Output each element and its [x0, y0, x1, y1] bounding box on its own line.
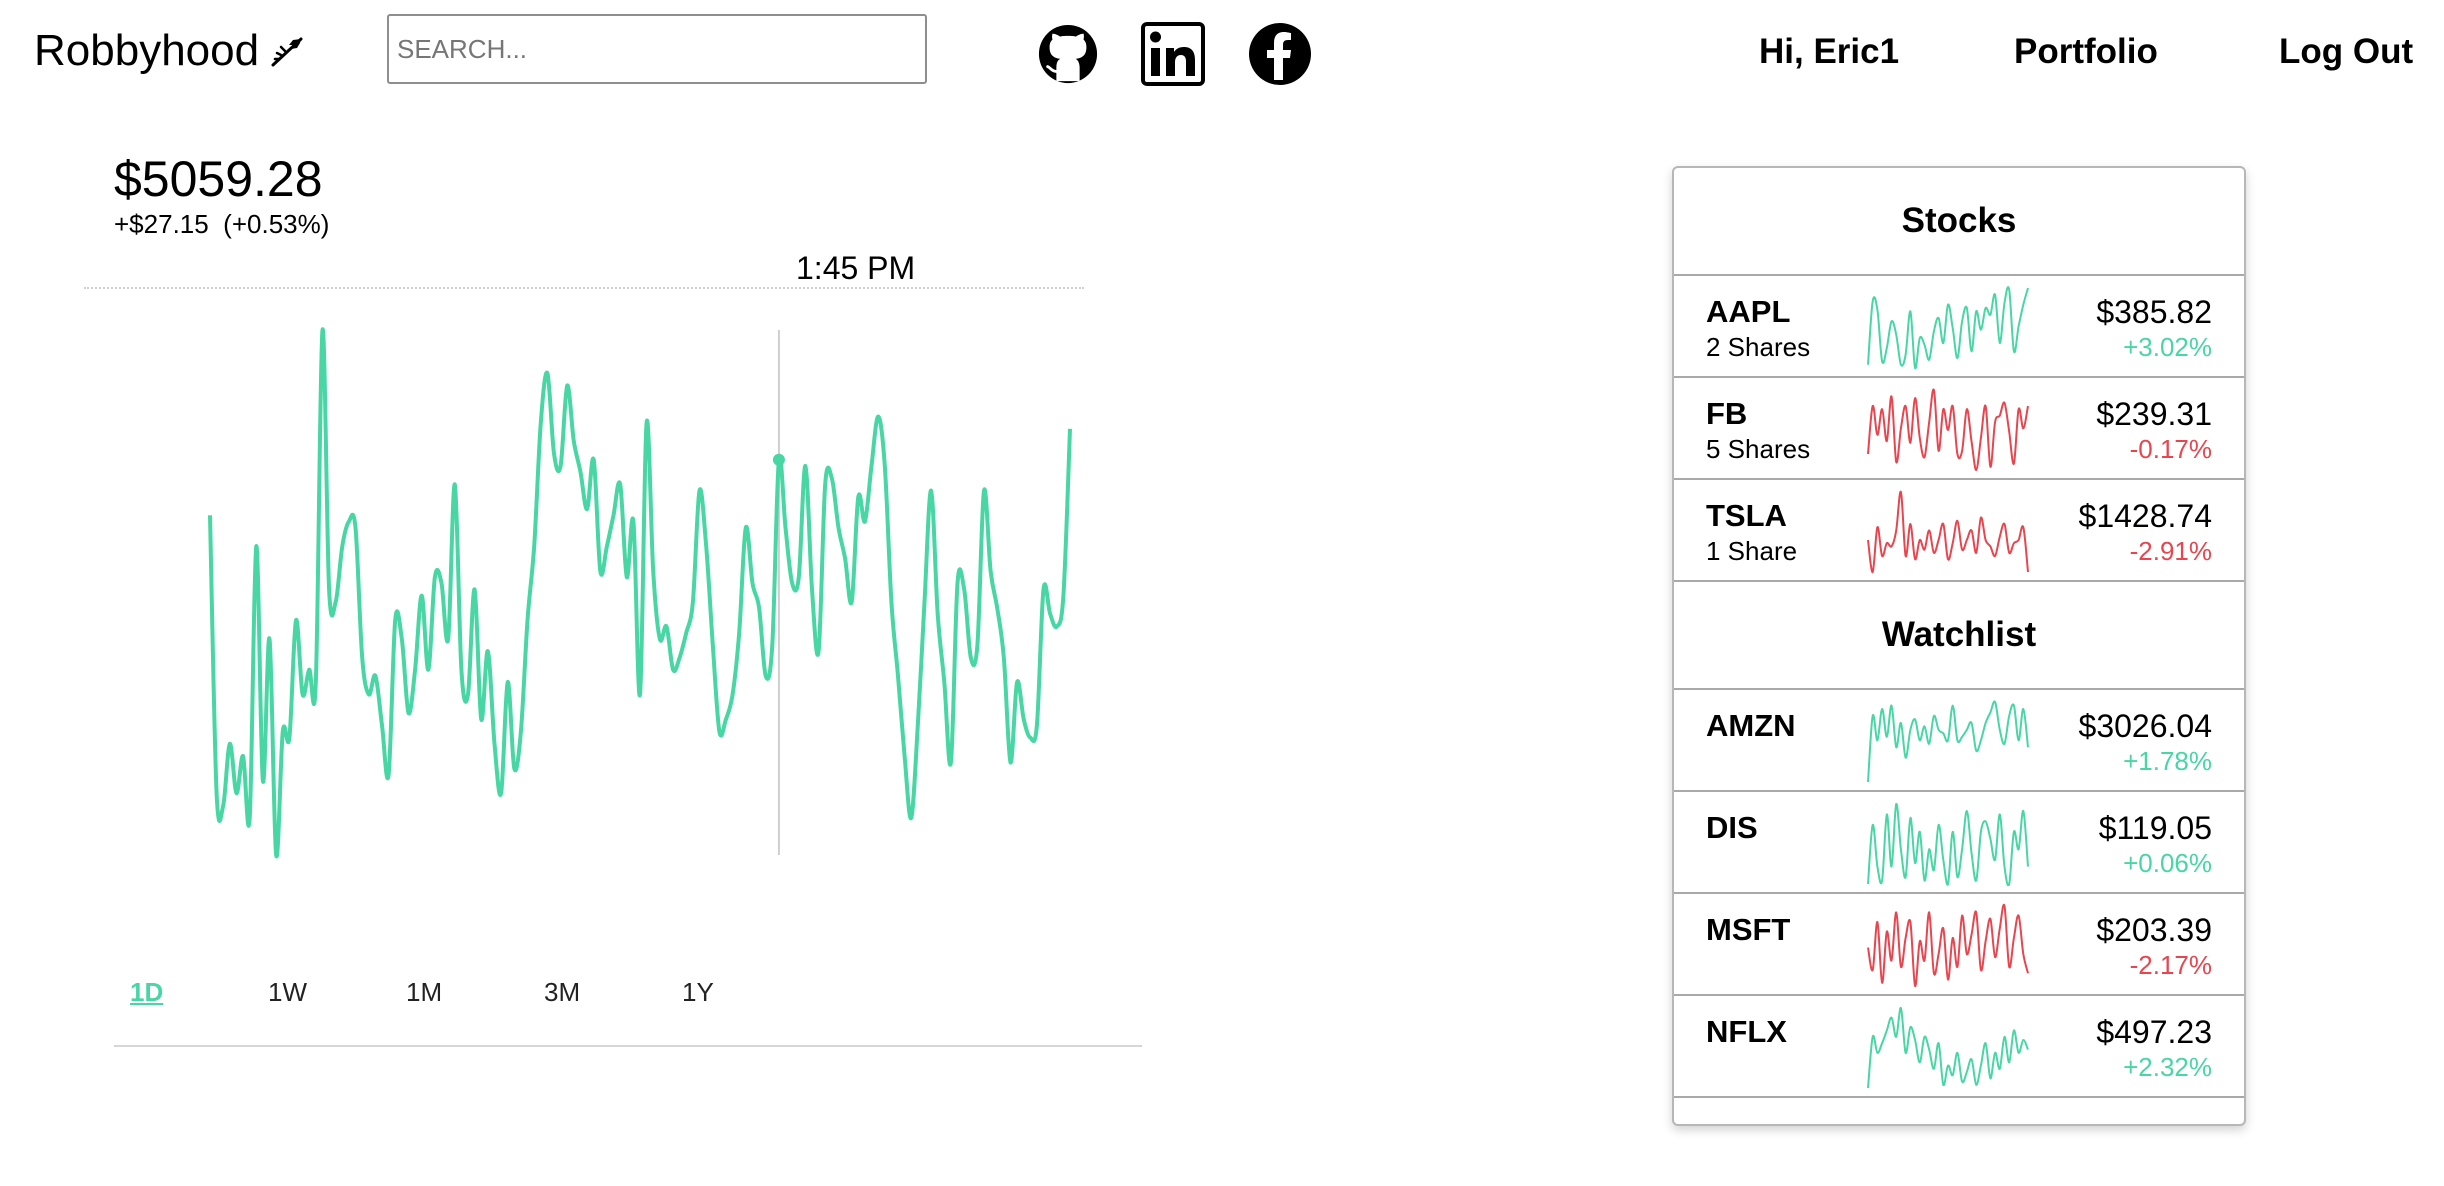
stock-row-dis[interactable]: DIS $119.05 +0.06%: [1674, 792, 2244, 894]
portfolio-link[interactable]: Portfolio: [2014, 32, 2158, 71]
stock-shares: 2 Shares: [1706, 332, 1811, 362]
stock-symbol: AMZN: [1706, 708, 1796, 743]
portfolio-change: +$27.15 (+0.53%): [114, 209, 329, 240]
stock-change-percent: -2.91%: [2129, 536, 2212, 566]
greeting: Hi, Eric1: [1759, 32, 1900, 71]
portfolio-line-chart[interactable]: [190, 315, 1090, 875]
stock-symbol: DIS: [1706, 810, 1758, 845]
stock-row-aapl[interactable]: AAPL 2 Shares $385.82 +3.02%: [1674, 276, 2244, 378]
brand-name: Robbyhood: [34, 26, 260, 75]
sparkline-line: [1867, 286, 2029, 370]
stock-row-tsla[interactable]: TSLA 1 Share $1428.74 -2.91%: [1674, 480, 2244, 582]
stock-row-nflx[interactable]: NFLX $497.23 +2.32%: [1674, 996, 2244, 1098]
facebook-icon[interactable]: [1248, 22, 1312, 86]
github-icon[interactable]: [1036, 22, 1100, 86]
stock-shares: 5 Shares: [1706, 434, 1811, 464]
stock-change-percent: -0.17%: [2129, 434, 2212, 464]
stock-price: $203.39: [2096, 912, 2212, 948]
portfolio-change-percent: (+0.53%): [223, 209, 330, 239]
range-tab-3m[interactable]: 3M: [544, 977, 581, 1007]
stock-change-percent: +1.78%: [2123, 746, 2212, 776]
sparkline-line: [1867, 388, 2029, 472]
portfolio-series-line: [208, 327, 1072, 859]
search-input[interactable]: [387, 14, 927, 84]
chart-top-divider: [84, 287, 1084, 289]
sparkline-line: [1867, 802, 2029, 886]
stock-symbol: AAPL: [1706, 294, 1791, 329]
hover-point: [772, 453, 785, 466]
sparkline-chart: [1867, 388, 2029, 472]
sparkline-line: [1867, 903, 2029, 988]
portfolio-change-amount: +$27.15: [114, 209, 209, 239]
range-tab-1y[interactable]: 1Y: [682, 977, 714, 1007]
stock-row-fb[interactable]: FB 5 Shares $239.31 -0.17%: [1674, 378, 2244, 480]
stock-change-percent: +3.02%: [2123, 332, 2212, 362]
range-divider: [114, 1045, 1142, 1047]
brand-logo[interactable]: Robbyhood: [34, 26, 307, 76]
stock-price: $3026.04: [2078, 708, 2212, 744]
sparkline-line: [1867, 1006, 2029, 1089]
stock-change-percent: -2.17%: [2129, 950, 2212, 980]
stock-price: $385.82: [2096, 294, 2212, 330]
stock-symbol: FB: [1706, 396, 1748, 431]
stocks-list: AAPL 2 Shares $385.82 +3.02% FB 5 Shares $239.…: [1674, 276, 2244, 582]
sparkline-chart: [1867, 802, 2029, 886]
range-tab-1m[interactable]: 1M: [406, 977, 443, 1007]
stock-row-msft[interactable]: MSFT $203.39 -2.17%: [1674, 894, 2244, 996]
sparkline-chart: [1867, 903, 2029, 988]
range-tabs: 1D 1W 1M 3M 1Y: [130, 977, 820, 1008]
stock-symbol: NFLX: [1706, 1014, 1787, 1049]
stock-row-amzn[interactable]: AMZN $3026.04 +1.78%: [1674, 690, 2244, 792]
stock-symbol: TSLA: [1706, 498, 1787, 533]
range-tab-1w[interactable]: 1W: [268, 977, 307, 1007]
stock-change-percent: +0.06%: [2123, 848, 2212, 878]
stock-price: $497.23: [2096, 1014, 2212, 1050]
watchlist-list: AMZN $3026.04 +1.78% DIS $119.05 +0.06% MSFT $2…: [1674, 690, 2244, 1098]
stock-symbol: MSFT: [1706, 912, 1791, 947]
stock-price: $119.05: [2098, 810, 2212, 846]
stocks-sidebar: Stocks AAPL 2 Shares $385.82 +3.02% FB 5 Shar…: [1672, 166, 2246, 1126]
stock-change-percent: +2.32%: [2123, 1052, 2212, 1082]
stock-shares: 1 Share: [1706, 536, 1798, 566]
sparkline-chart: [1867, 286, 2029, 370]
sparkline-line: [1867, 490, 2029, 574]
sparkline-line: [1867, 700, 2029, 783]
portfolio-value: $5059.28: [114, 151, 323, 207]
stock-price: $239.31: [2096, 396, 2212, 432]
sparkline-chart: [1867, 490, 2029, 574]
feather-icon: [271, 37, 303, 67]
stock-price: $1428.74: [2078, 498, 2212, 534]
watchlist-header: Watchlist: [1674, 582, 2244, 690]
hover-time-label: 1:45 PM: [796, 250, 916, 286]
stocks-header: Stocks: [1674, 168, 2244, 276]
range-tab-1d[interactable]: 1D: [130, 977, 164, 1007]
linkedin-icon[interactable]: [1141, 22, 1205, 86]
sparkline-chart: [1867, 700, 2029, 783]
sparkline-chart: [1867, 1006, 2029, 1089]
logout-link[interactable]: Log Out: [2279, 32, 2414, 71]
